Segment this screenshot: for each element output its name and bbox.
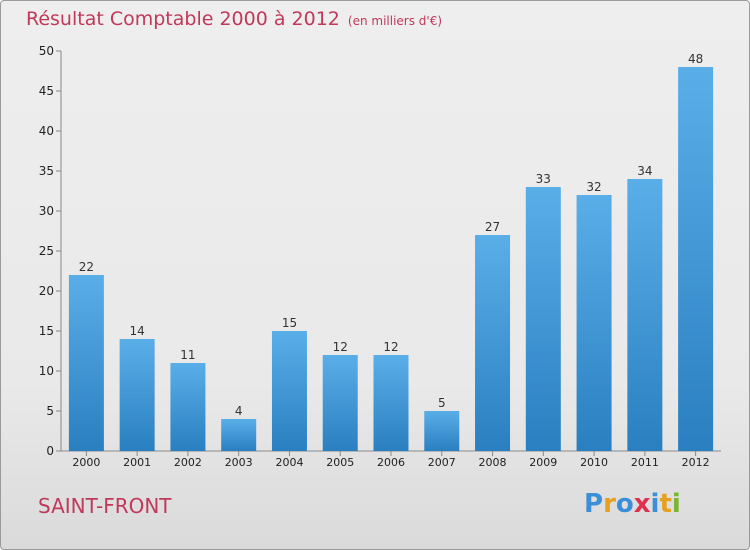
bar <box>627 179 663 451</box>
bar <box>576 195 612 451</box>
logo-letter: r <box>603 489 616 519</box>
chart-title: Résultat Comptable 2000 à 2012 (en millie… <box>26 8 443 30</box>
bar <box>322 355 358 451</box>
x-tick-label: 2005 <box>326 456 354 469</box>
bar-value-label: 27 <box>485 220 500 234</box>
bar-value-label: 12 <box>383 340 398 354</box>
bar <box>170 363 206 451</box>
x-tick-label: 2012 <box>682 456 710 469</box>
y-tick-label: 45 <box>39 84 54 98</box>
bar <box>424 411 460 451</box>
logo-letter: t <box>659 489 672 519</box>
bar-value-label: 4 <box>235 404 243 418</box>
bar <box>373 355 409 451</box>
bar-value-label: 12 <box>333 340 348 354</box>
bar-value-label: 5 <box>438 396 446 410</box>
y-tick-label: 15 <box>39 324 54 338</box>
x-tick-label: 2010 <box>580 456 608 469</box>
bar <box>271 331 307 451</box>
bar <box>221 419 257 451</box>
bar <box>475 235 511 451</box>
x-tick-label: 2003 <box>225 456 253 469</box>
logo-letter: P <box>584 489 604 519</box>
logo-letter: x <box>633 489 651 519</box>
y-tick-label: 35 <box>39 164 54 178</box>
y-tick-label: 20 <box>39 284 54 298</box>
bar-value-label: 11 <box>180 348 195 362</box>
y-tick-label: 5 <box>46 404 54 418</box>
bar <box>119 339 155 451</box>
bar-value-label: 15 <box>282 316 297 330</box>
bar-value-label: 33 <box>536 172 551 186</box>
x-tick-label: 2009 <box>529 456 557 469</box>
x-tick-label: 2002 <box>174 456 202 469</box>
bar-value-label: 32 <box>586 180 601 194</box>
y-tick-label: 30 <box>39 204 54 218</box>
x-tick-label: 2008 <box>479 456 507 469</box>
x-tick-label: 2004 <box>275 456 303 469</box>
bar-value-label: 34 <box>637 164 652 178</box>
x-tick-label: 2006 <box>377 456 405 469</box>
y-tick-label: 0 <box>46 444 54 458</box>
unit-label: (en milliers d'€) <box>347 14 443 28</box>
bar <box>678 67 714 451</box>
logo-letter: i <box>650 489 660 519</box>
commune-name: SAINT-FRONT <box>38 494 172 518</box>
x-tick-label: 2011 <box>631 456 659 469</box>
y-tick-label: 40 <box>39 124 54 138</box>
logo-letter: o <box>615 489 634 519</box>
logo-letter: i <box>671 489 681 519</box>
bar-value-label: 48 <box>688 52 703 66</box>
x-tick-label: 2001 <box>123 456 151 469</box>
proxiti-logo: Proxiti <box>584 489 681 519</box>
x-tick-label: 2007 <box>428 456 456 469</box>
y-tick-label: 50 <box>39 44 54 58</box>
x-tick-label: 2000 <box>72 456 100 469</box>
y-tick-label: 25 <box>39 244 54 258</box>
bar <box>525 187 561 451</box>
y-tick-label: 10 <box>39 364 54 378</box>
bar-value-label: 14 <box>130 324 145 338</box>
bar-value-label: 22 <box>79 260 94 274</box>
bar <box>68 275 104 451</box>
